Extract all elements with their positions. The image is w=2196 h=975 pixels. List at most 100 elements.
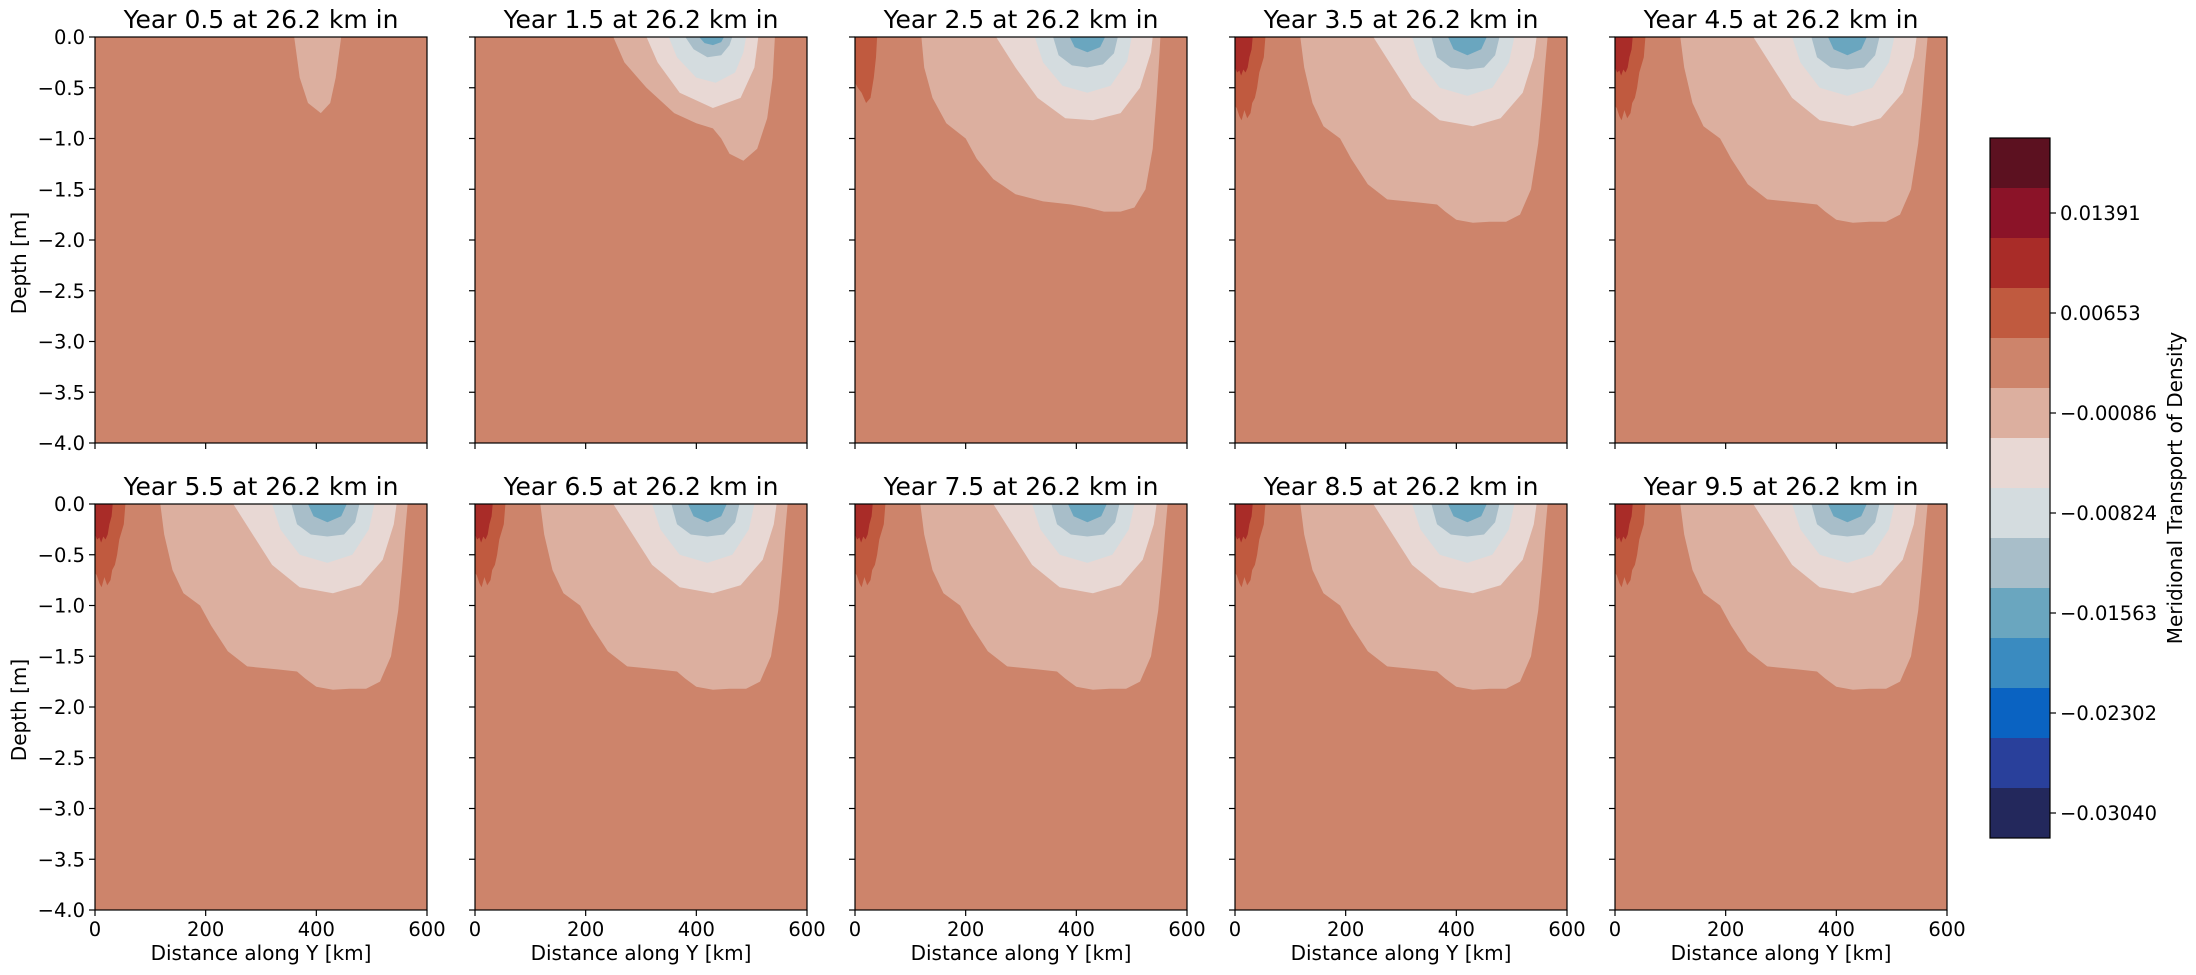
plume-level-11-p7 [855, 504, 873, 543]
y-tick-label: −3.0 [38, 331, 85, 354]
x-tick-label: 600 [1548, 918, 1585, 941]
colorbar-swatch [1990, 588, 2050, 639]
x-tick-label: 200 [567, 918, 604, 941]
colorbar-tick-label: −0.00086 [2060, 402, 2157, 425]
colorbar-swatch [1990, 788, 2050, 839]
panel-4: Year 3.5 at 26.2 km in [1229, 5, 1568, 449]
colorbar-swatch [1990, 688, 2050, 739]
panels-group: Year 0.5 at 26.2 km in 0.0 −0.5 −1.0 −1.5 −2.… [38, 5, 1966, 965]
panel-3: Year 2.5 at 26.2 km in [849, 5, 1188, 449]
colorbar-swatch [1990, 138, 2050, 189]
panel-8: Year 7.5 at 26.2 km in 0 200 400 600 Distance… [849, 472, 1206, 965]
contour-level-4 [699, 37, 724, 46]
x-tick-label: 200 [1707, 918, 1744, 941]
panel-10: Year 9.5 at 26.2 km in 0 200 400 600 Distance… [1609, 472, 1966, 965]
panel-title: Year 9.5 at 26.2 km in [1643, 472, 1919, 501]
y-tick-label: 0.0 [54, 493, 85, 516]
colorbar-swatch [1990, 738, 2050, 789]
y-tick-label: −2.5 [38, 747, 85, 770]
x-tick-label: 0 [89, 918, 101, 941]
contour-level-4 [1448, 37, 1487, 56]
colorbar-swatch [1990, 488, 2050, 539]
y-tick-label: 0.0 [54, 26, 85, 49]
contour-level-4 [688, 504, 727, 523]
colorbar-tick-label: −0.02302 [2060, 702, 2157, 725]
y-tick-label: −2.0 [38, 696, 85, 719]
contour-level-4 [1828, 504, 1867, 523]
panel-2: Year 1.5 at 26.2 km in [469, 5, 808, 449]
y-tick-label: −2.5 [38, 280, 85, 303]
plume-level-11-p6 [475, 504, 493, 543]
panel-title: Year 0.5 at 26.2 km in [123, 5, 399, 34]
colorbar: 0.01391 0.00653 −0.00086 −0.00824 −0.01563 −0… [1989, 137, 2157, 839]
contour-level-4 [308, 504, 347, 523]
contour-level-4 [1069, 37, 1106, 53]
contour-level-4 [1828, 37, 1867, 56]
contour-level-8 [294, 37, 342, 114]
panel-5: Year 4.5 at 26.2 km in [1609, 5, 1948, 449]
panel-1: Year 0.5 at 26.2 km in 0.0 −0.5 −1.0 −1.5 −2.… [38, 5, 428, 455]
panel-7: Year 6.5 at 26.2 km in 0 200 400 600 Distance… [469, 472, 826, 965]
y-tick-label: −1.0 [38, 595, 85, 618]
panel-9: Year 8.5 at 26.2 km in 0 200 400 600 Distance… [1229, 472, 1586, 965]
plume-level-11-p3 [1235, 37, 1253, 76]
contour-level-4 [1448, 504, 1487, 523]
panel-title: Year 4.5 at 26.2 km in [1643, 5, 1919, 34]
panel-6: Year 5.5 at 26.2 km in 0.0 −0.5 −1.0 −1.5 −2.… [38, 472, 446, 965]
colorbar-label: Meridional Transport of Density [2163, 332, 2187, 645]
colorbar-swatch [1990, 238, 2050, 289]
colorbar-tick-label: −0.03040 [2060, 802, 2157, 825]
y-axis-label-top: Depth [m] [7, 212, 31, 314]
plume-level-11-p9 [1615, 504, 1633, 543]
panel-title: Year 5.5 at 26.2 km in [123, 472, 399, 501]
panel-title: Year 3.5 at 26.2 km in [1263, 5, 1539, 34]
y-tick-label: −0.5 [38, 77, 85, 100]
x-tick-label: 600 [408, 918, 445, 941]
colorbar-swatch [1990, 638, 2050, 689]
panel-title: Year 8.5 at 26.2 km in [1263, 472, 1539, 501]
x-tick-label: 600 [788, 918, 825, 941]
x-tick-label: 0 [469, 918, 481, 941]
x-tick-label: 0 [1609, 918, 1621, 941]
colorbar-swatch [1990, 538, 2050, 589]
panel-title: Year 6.5 at 26.2 km in [503, 472, 779, 501]
x-tick-label: 200 [1327, 918, 1364, 941]
contour-level-4 [1068, 504, 1107, 523]
x-tick-label: 0 [849, 918, 861, 941]
x-tick-label: 200 [187, 918, 224, 941]
x-axis-label: Distance along Y [km] [531, 941, 752, 965]
plume-level-11-p8 [1235, 504, 1253, 543]
colorbar-swatch [1990, 338, 2050, 389]
x-tick-label: 0 [1229, 918, 1241, 941]
x-tick-label: 600 [1928, 918, 1965, 941]
x-tick-label: 400 [1818, 918, 1855, 941]
colorbar-swatch [1990, 388, 2050, 439]
colorbar-tick-label: 0.00653 [2060, 302, 2141, 325]
panel-title: Year 7.5 at 26.2 km in [883, 472, 1159, 501]
panel-title: Year 1.5 at 26.2 km in [503, 5, 779, 34]
x-axis-label: Distance along Y [km] [1291, 941, 1512, 965]
y-tick-label: −0.5 [38, 544, 85, 567]
colorbar-swatch [1990, 188, 2050, 239]
x-tick-label: 200 [947, 918, 984, 941]
contour-level-5 [1053, 37, 1118, 68]
panel-title: Year 2.5 at 26.2 km in [883, 5, 1159, 34]
y-tick-label: −3.5 [38, 381, 85, 404]
y-tick-label: −1.0 [38, 128, 85, 151]
y-tick-label: −4.0 [38, 899, 85, 922]
colorbar-tick-label: −0.00824 [2060, 502, 2157, 525]
y-tick-label: −3.0 [38, 798, 85, 821]
colorbar-tick-label: 0.01391 [2060, 202, 2141, 225]
x-axis-label: Distance along Y [km] [1671, 941, 1892, 965]
x-tick-label: 400 [678, 918, 715, 941]
y-tick-label: −2.0 [38, 229, 85, 252]
y-tick-label: −3.5 [38, 848, 85, 871]
y-axis-label-bottom: Depth [m] [7, 659, 31, 761]
plume-level-10-p2 [855, 37, 878, 103]
colorbar-swatch [1990, 288, 2050, 339]
panel-background-level [95, 37, 427, 443]
x-axis-label: Distance along Y [km] [151, 941, 372, 965]
colorbar-swatch [1990, 438, 2050, 489]
y-tick-label: −1.5 [38, 645, 85, 668]
